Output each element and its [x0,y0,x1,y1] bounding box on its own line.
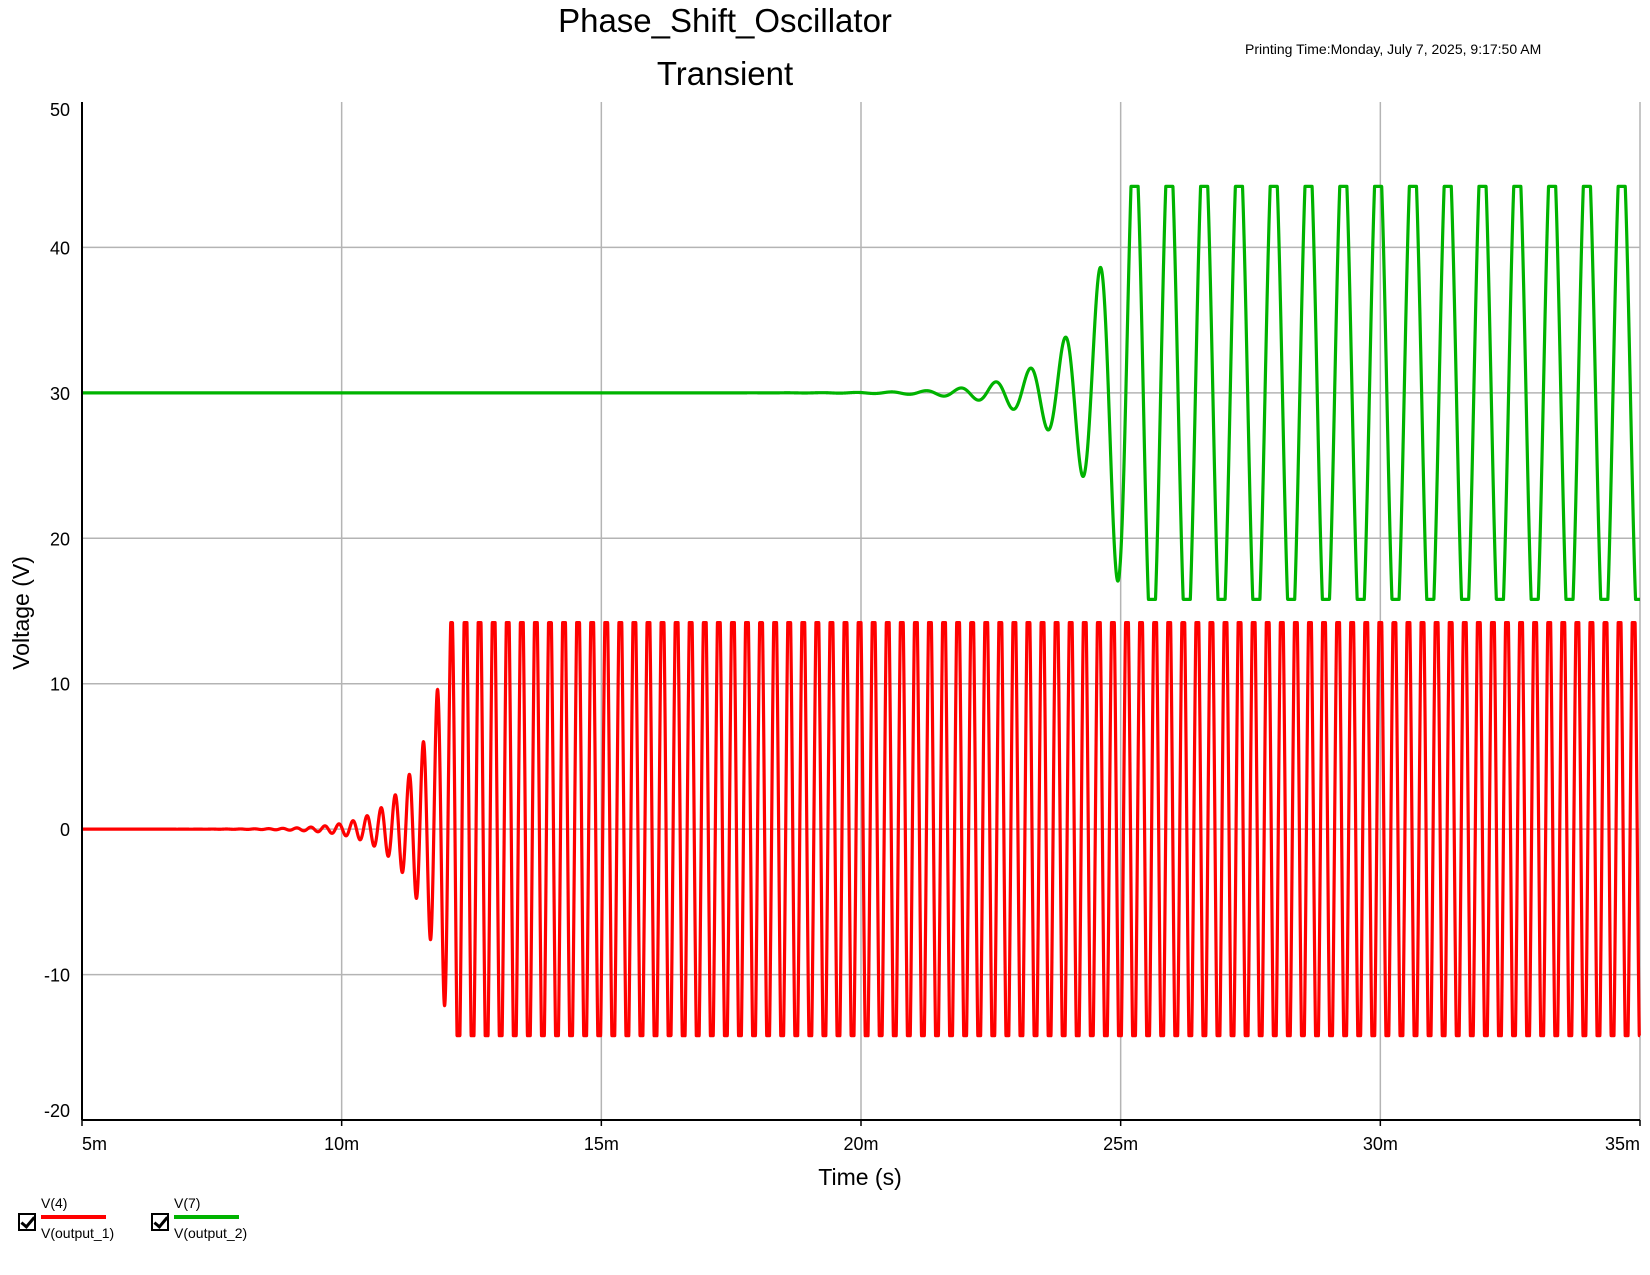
legend-series-name: V(4) [41,1195,68,1211]
x-tick-label: 35m [1605,1134,1640,1154]
tick-labels: 5m 10m 15m 20m 25m 30m 35m -20 -10 0 10 20 30 40 50 [44,100,1640,1154]
axes [81,102,1641,1126]
x-tick-label: 25m [1103,1134,1138,1154]
legend-series-label: V(output_2) [174,1225,248,1241]
y-tick-label: -10 [44,966,70,986]
legend-line-swatch [41,1215,106,1219]
x-tick-label: 30m [1363,1134,1398,1154]
chart-subtitle: Transient [656,55,794,92]
x-tick-label: 20m [843,1134,878,1154]
printing-time: Printing Time:Monday, July 7, 2025, 9:17… [1245,41,1542,57]
series-line-v4 [80,621,1642,1038]
x-axis-label: Time (s) [818,1164,901,1190]
x-tick-label: 15m [584,1134,619,1154]
legend-series-label: V(output_1) [41,1225,115,1241]
y-tick-label: 10 [50,675,70,695]
x-tick-label: 5m [82,1134,107,1154]
checkbox-icon[interactable] [18,1213,36,1231]
y-tick-label: 20 [50,529,70,549]
y-tick-label: -20 [44,1101,70,1121]
series-line-v7 [80,184,1642,601]
y-tick-label: 30 [50,384,70,404]
y-tick-label: 0 [60,820,70,840]
chart-title: Phase_Shift_Oscillator [558,2,892,39]
y-axis-label: Voltage (V) [8,556,34,670]
checkbox-icon[interactable] [151,1213,169,1231]
y-tick-label: 40 [50,238,70,258]
y-tick-label: 50 [50,100,70,120]
x-tick-label: 10m [324,1134,359,1154]
series-layer [80,184,1642,1038]
legend-line-swatch [174,1215,239,1219]
legend-series-name: V(7) [174,1195,201,1211]
